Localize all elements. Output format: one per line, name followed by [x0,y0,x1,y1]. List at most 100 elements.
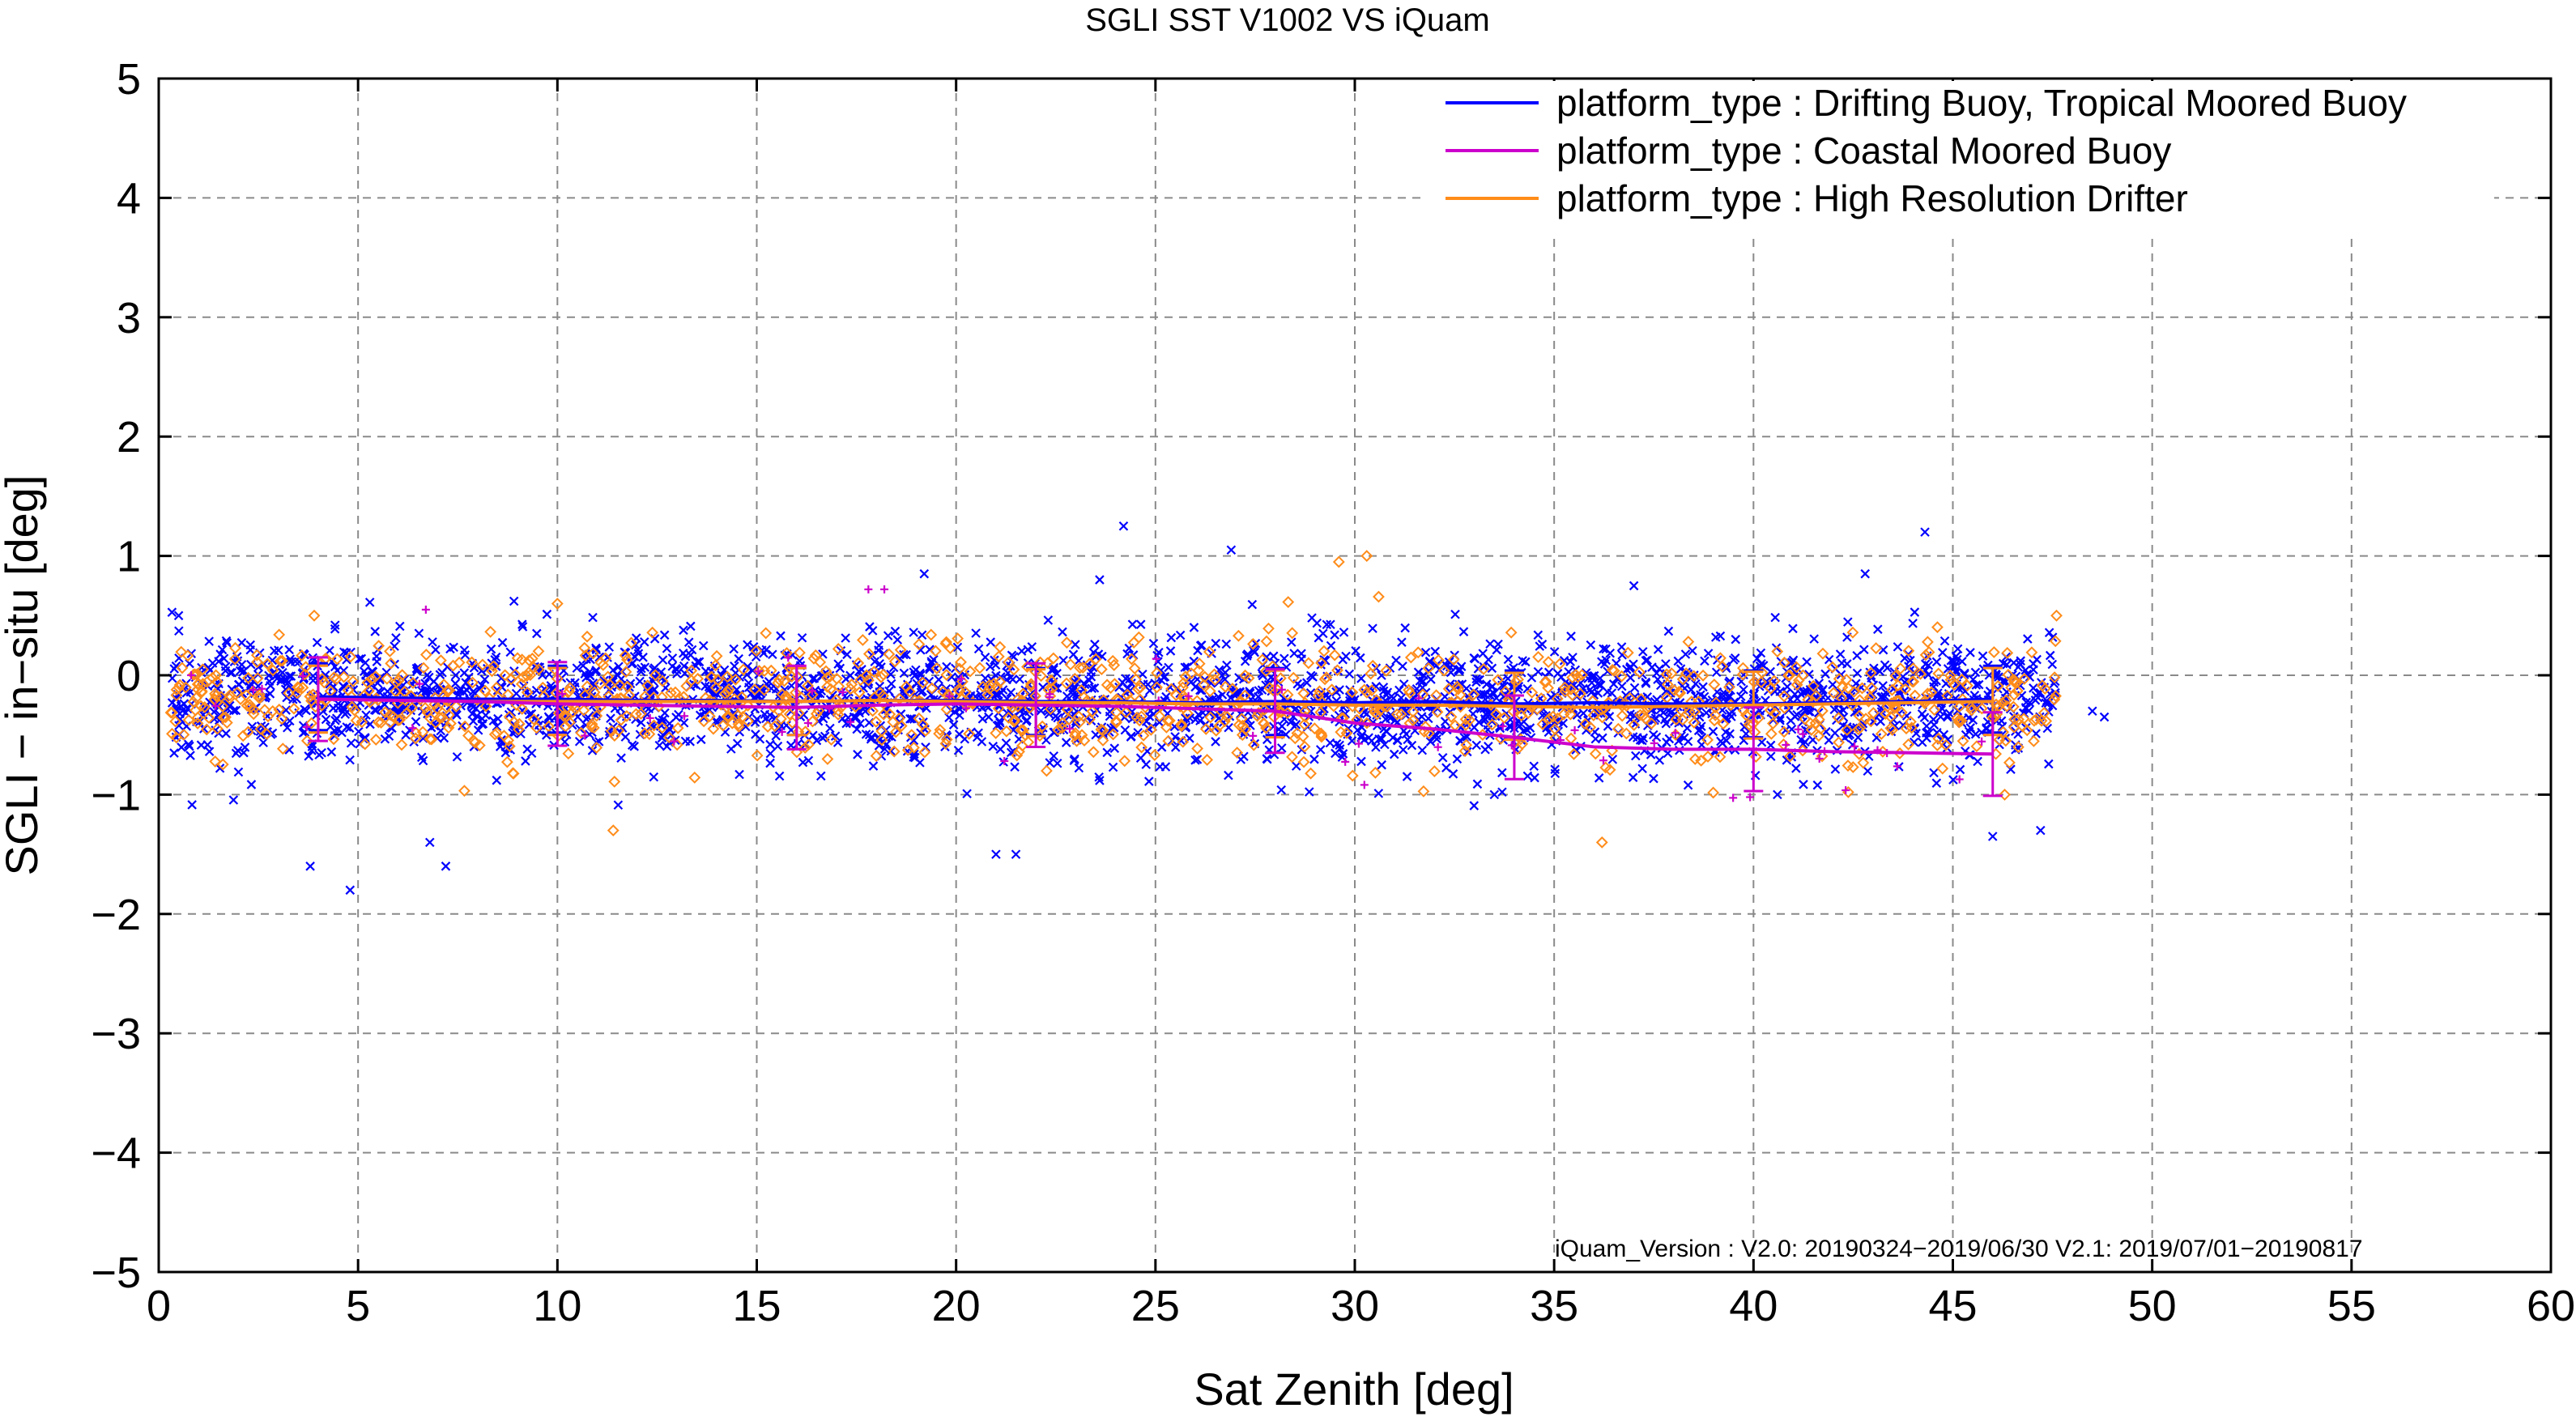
data-point [1876,717,1885,726]
data-point [973,644,984,654]
data-point [1481,679,1492,689]
data-point [1050,711,1061,721]
data-point [169,748,179,758]
data-point [1356,653,1365,663]
data-point [1948,775,1958,785]
data-point [883,631,893,640]
y-tick-label: 0 [117,652,141,700]
data-point [1195,685,1205,696]
data-point [985,662,995,672]
data-point [1802,687,1812,696]
data-point [747,666,758,675]
x-tick-label: 45 [1928,1282,1977,1330]
data-point [1649,773,1658,784]
data-point [1154,717,1165,727]
data-point [326,747,337,757]
data-point [807,674,818,684]
data-point [1765,740,1776,751]
x-tick-label: 15 [732,1282,781,1330]
data-point [671,735,680,746]
data-point [841,633,850,643]
data-point [1628,772,1638,782]
data-point [1424,666,1434,676]
data-point [1955,764,1965,775]
data-point [750,717,760,727]
data-point [797,632,807,643]
data-point [1487,663,1497,674]
data-point [1071,640,1080,649]
data-point [1479,689,1488,700]
data-point [1530,772,1539,783]
y-tick-label: 5 [117,55,141,104]
data-point [1385,663,1395,673]
data-point [1489,688,1499,699]
data-point [1661,659,1671,669]
data-point [1484,742,1493,751]
data-point [282,692,292,703]
data-point [1698,682,1708,692]
data-point [1791,764,1801,773]
data-point [1973,756,1982,767]
data-point [1521,657,1531,667]
data-point [174,626,184,636]
x-tick-label: 50 [2128,1282,2177,1330]
data-point [853,750,862,759]
data-point [1250,638,1261,649]
data-point [479,674,490,684]
data-point [1923,670,1933,680]
data-point [1571,745,1581,755]
data-point [890,626,901,636]
data-point [1663,626,1674,636]
data-point [225,667,236,678]
data-point [460,650,470,660]
iquam-version-note: iQuam_Version : V2.0: 20190324−2019/06/3… [1555,1236,2363,1262]
x-tick-label: 25 [1131,1282,1180,1330]
data-point [696,734,706,745]
data-point [818,670,828,681]
data-point [1356,730,1367,740]
data-point [1338,654,1348,665]
x-tick-label: 20 [932,1282,981,1330]
data-point [246,780,257,789]
data-point [1529,761,1539,772]
data-point [971,628,981,638]
data-point [588,612,598,623]
data-point [1049,751,1059,761]
data-point [1617,650,1627,660]
data-point [204,636,214,646]
data-point [1340,708,1351,719]
data-point [742,670,752,680]
data-point [517,622,528,632]
data-point [1731,634,1741,645]
data-point [458,721,467,731]
data-point [169,664,180,674]
data-point [662,644,672,653]
data-point [1853,732,1863,742]
data-point [1938,648,1948,657]
x-tick-label: 5 [346,1282,370,1330]
data-point [1190,755,1200,765]
data-point [1830,764,1841,774]
data-point [1368,623,1377,633]
data-point [185,658,194,669]
data-point [312,637,322,648]
data-point [1637,764,1647,774]
data-point [1479,662,1489,672]
x-tick-label: 10 [533,1282,581,1330]
data-point [1711,667,1722,678]
data-point [228,795,239,805]
data-point [1276,785,1286,795]
data-point [625,679,636,689]
data-point [1417,745,1428,755]
data-point [1566,632,1576,641]
data-point [199,724,209,734]
data-point [2016,691,2027,700]
data-point [2044,759,2054,769]
data-point [330,624,340,634]
data-point [1608,679,1619,689]
data-point [167,607,177,617]
data-point [1572,710,1582,720]
data-point [771,731,781,741]
data-point [1565,657,1575,666]
data-point [980,652,990,662]
